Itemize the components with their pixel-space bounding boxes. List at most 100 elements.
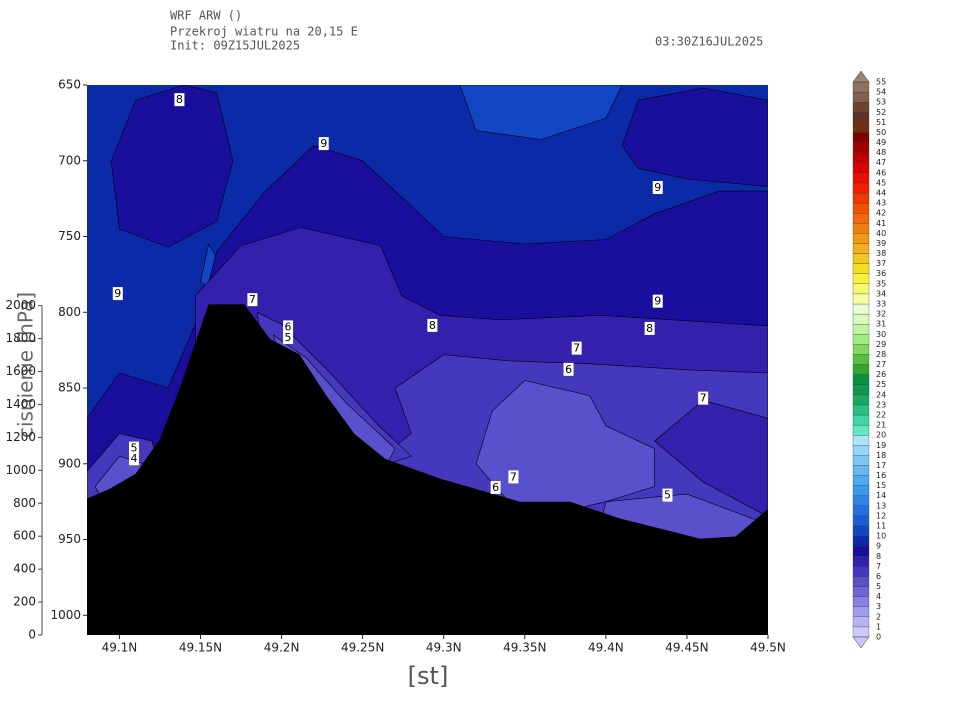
y2-tick-label: 1600 (5, 364, 36, 378)
x-tick-label: 49.15N (179, 641, 222, 655)
colorbar-label: 9 (876, 542, 881, 551)
x-tick-label: 49.35N (503, 641, 546, 655)
y-tick-label: 950 (58, 532, 81, 546)
contour-region (110, 85, 234, 248)
colorbar-box (852, 233, 870, 244)
contour-label-box (174, 93, 185, 107)
colorbar-over (852, 70, 870, 83)
contour-label-box (652, 181, 663, 195)
colorbar-box (852, 273, 870, 284)
colorbar-label: 3 (876, 602, 881, 611)
colorbar-label: 25 (876, 380, 886, 389)
x-tick-label: 49.2N (264, 641, 300, 655)
contour-label: 5 (664, 489, 671, 502)
y-tick-label: 1000 (50, 608, 81, 622)
colorbar-label: 0 (876, 633, 881, 642)
x-tick-label: 49.25N (341, 641, 384, 655)
colorbar-label: 1 (876, 622, 881, 631)
colorbar-label: 42 (876, 209, 886, 218)
title-line: Przekroj wiatru na 20,15 E (170, 25, 358, 39)
contour-label-box (112, 287, 123, 301)
colorbar-label: 32 (876, 310, 886, 319)
colorbar-box (852, 172, 870, 184)
colorbar-box (852, 303, 870, 315)
colorbar-label: 14 (876, 491, 886, 500)
colorbar-box (852, 596, 870, 607)
colorbar-box (852, 334, 870, 345)
colorbar-label: 43 (876, 199, 886, 208)
contour-label: 5 (285, 331, 292, 344)
contour-label: 7 (700, 392, 707, 405)
colorbar-label: 18 (876, 451, 886, 460)
contour-label-box (129, 452, 140, 466)
contour-label: 8 (429, 319, 436, 332)
colorbar-label: 19 (876, 441, 886, 450)
colorbar-label: 48 (876, 148, 886, 157)
colorbar-label: 49 (876, 138, 886, 147)
colorbar-box (852, 162, 870, 173)
colorbar-box (852, 102, 870, 113)
colorbar-box (852, 182, 870, 194)
contour-label-box (662, 488, 673, 502)
contour-label-box (508, 470, 519, 484)
colorbar-label: 24 (876, 390, 886, 399)
colorbar-box (852, 253, 870, 264)
contour-label-box (318, 137, 329, 151)
contour-label-box (563, 362, 574, 376)
colorbar-box (852, 556, 870, 567)
colorbar-label: 35 (876, 279, 886, 288)
colorbar-box (852, 223, 870, 234)
colorbar-box (852, 475, 870, 486)
colorbar-box (852, 414, 870, 426)
colorbar-label: 51 (876, 118, 886, 127)
contour-label: 6 (565, 363, 572, 376)
contour-label: 9 (654, 181, 661, 194)
x-tick-label: 49.3N (426, 641, 462, 655)
colorbar-label: 2 (876, 612, 881, 621)
colorbar-label: 20 (876, 431, 886, 440)
colorbar-label: 54 (876, 88, 886, 97)
colorbar-label: 36 (876, 269, 886, 278)
contour-label: 9 (320, 137, 327, 150)
x-tick-label: 49.5N (750, 641, 786, 655)
colorbar-label: 34 (876, 289, 886, 298)
colorbar-box (852, 606, 870, 617)
contour-label: 9 (114, 287, 121, 300)
colorbar-box (852, 313, 870, 325)
contour-label-box (247, 293, 258, 307)
colorbar-box (852, 404, 870, 416)
y2-tick-label: 1400 (5, 397, 36, 411)
colorbar-label: 11 (876, 522, 886, 531)
y2-tick-label: 800 (13, 496, 36, 510)
colorbar-label: 26 (876, 370, 886, 379)
title-line: WRF ARW () (170, 9, 242, 23)
contour-label: 8 (646, 322, 653, 335)
colorbar-label: 44 (876, 189, 886, 198)
contour-label: 6 (492, 481, 499, 494)
contour-label-box (644, 321, 655, 335)
colorbar-label: 15 (876, 481, 886, 490)
colorbar-box (852, 243, 870, 254)
colorbar-label: 6 (876, 572, 881, 581)
colorbar-label: 50 (876, 128, 886, 137)
contour-label: 7 (510, 470, 517, 483)
y-tick-label: 800 (58, 305, 81, 319)
colorbar-box (852, 263, 870, 274)
colorbar-label: 39 (876, 239, 886, 248)
y-tick-label: 900 (58, 456, 81, 470)
colorbar-box (852, 455, 870, 466)
y-tick-label: 750 (58, 229, 81, 243)
colorbar-box (852, 122, 870, 133)
colorbar-box (852, 525, 870, 537)
colorbar-box (852, 505, 870, 517)
y2-tick-label: 200 (13, 595, 36, 609)
colorbar-box (852, 445, 870, 456)
colorbar-label: 31 (876, 320, 886, 329)
colorbar-box (852, 394, 870, 406)
colorbar-box (852, 576, 870, 587)
colorbar-label: 16 (876, 471, 886, 480)
colorbar-box (852, 192, 870, 204)
colorbar-box (852, 465, 870, 476)
colorbar-box (852, 202, 870, 214)
colorbar-label: 37 (876, 259, 886, 268)
